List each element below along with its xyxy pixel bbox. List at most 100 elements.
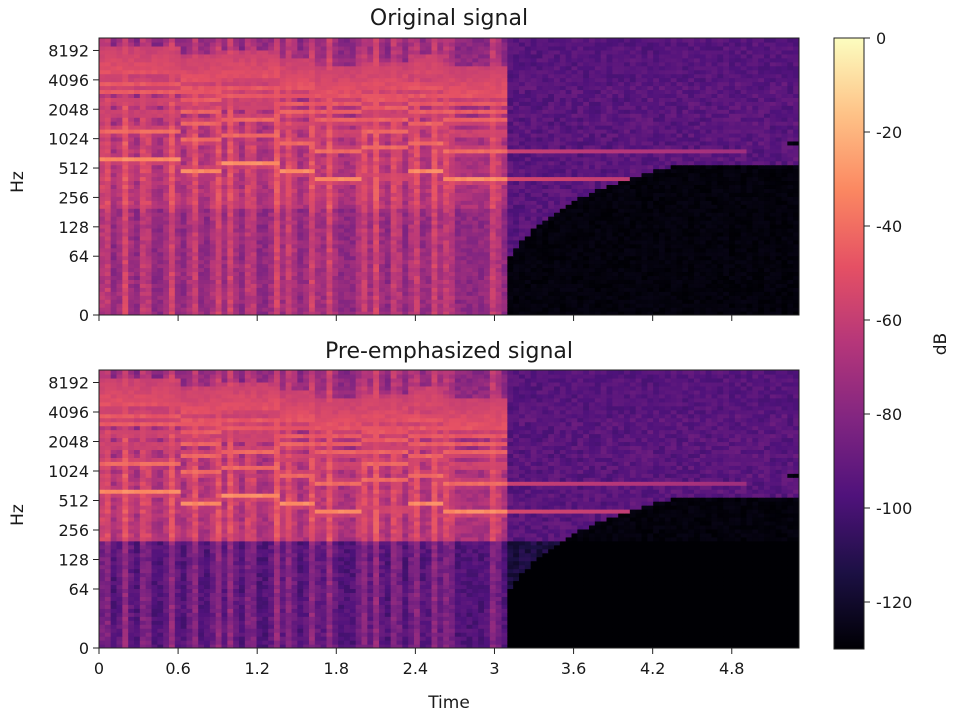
spectrogram-cell — [279, 223, 287, 229]
spectrogram-cell — [145, 152, 153, 158]
spectrogram-cell — [163, 148, 170, 154]
spectrogram-cell — [781, 239, 788, 245]
spectrogram-cell — [775, 192, 783, 197]
spectrogram-cell — [752, 184, 759, 189]
spectrogram-cell — [419, 255, 427, 261]
spectrogram-cell — [746, 239, 753, 245]
spectrogram-cell — [781, 267, 788, 273]
spectrogram-cell — [262, 287, 269, 292]
spectrogram-cell — [554, 196, 561, 201]
spectrogram-cell — [279, 156, 287, 162]
spectrogram-cell — [484, 267, 491, 273]
spectrogram-cell — [606, 279, 613, 284]
spectrogram-cell — [349, 303, 357, 308]
spectrogram-cell — [472, 307, 479, 312]
spectrogram-cell — [192, 287, 199, 292]
spectrogram-cell — [303, 239, 310, 245]
spectrogram-cell — [99, 283, 106, 288]
spectrogram-cell — [414, 152, 421, 158]
spectrogram-cell — [180, 279, 188, 284]
spectrogram-cell — [664, 212, 672, 217]
spectrogram-cell — [414, 275, 421, 280]
spectrogram-cell — [793, 216, 799, 221]
spectrogram-cell — [705, 259, 713, 265]
spectrogram-cell — [332, 180, 339, 186]
spectrogram-cell — [99, 223, 106, 229]
spectrogram-cell — [402, 204, 409, 209]
spectrogram-cell — [664, 243, 672, 249]
spectrogram-cell — [390, 287, 398, 292]
spectrogram-cell — [332, 243, 339, 249]
spectrogram-cell — [419, 168, 427, 174]
spectrogram-cell — [104, 259, 112, 265]
spectrogram-cell — [437, 188, 444, 193]
spectrogram-cell — [268, 255, 275, 261]
spectrogram-cell — [151, 311, 158, 315]
spectrogram-cell — [682, 176, 689, 182]
spectrogram-cell — [274, 200, 281, 205]
spectrogram-cell — [291, 152, 298, 158]
spectrogram-cell — [513, 291, 520, 296]
spectrogram-cell — [361, 231, 368, 237]
spectrogram-cell — [676, 235, 683, 241]
spectrogram-cell — [116, 259, 123, 265]
spectrogram-cell — [624, 164, 631, 170]
spectrogram-cell — [414, 287, 421, 292]
spectrogram-cell — [349, 255, 357, 261]
spectrogram-cell — [734, 231, 742, 237]
spectrogram-cell — [466, 299, 473, 304]
spectrogram-cell — [530, 160, 538, 166]
spectrogram-cell — [309, 223, 316, 229]
spectrogram-cell — [174, 164, 182, 170]
spectrogram-cell — [793, 239, 799, 245]
spectrogram-cell — [769, 184, 777, 189]
spectrogram-cell — [513, 180, 520, 186]
spectrogram-cell — [384, 152, 392, 158]
spectrogram-cell — [484, 307, 491, 312]
spectrogram-cell — [624, 283, 631, 288]
spectrogram-cell — [594, 299, 602, 304]
spectrogram-cell — [542, 255, 549, 261]
spectrogram-cell — [472, 156, 479, 162]
spectrogram-cell — [653, 307, 660, 312]
spectrogram-cell — [274, 231, 281, 237]
spectrogram-cell — [489, 275, 497, 280]
spectrogram-cell — [478, 212, 485, 217]
spectrogram-cell — [256, 307, 263, 312]
spectrogram-cell — [419, 287, 427, 292]
spectrogram-cell — [419, 176, 427, 182]
spectrogram-cell — [198, 287, 205, 292]
spectrogram-cell — [653, 180, 660, 186]
spectrogram-cell — [746, 299, 753, 304]
spectrogram-cell — [606, 251, 613, 257]
spectrogram-cell — [379, 220, 386, 225]
spectrogram-cell — [513, 192, 520, 197]
spectrogram-cell — [764, 291, 771, 296]
spectrogram-cell — [600, 208, 608, 213]
spectrogram-cell — [717, 307, 724, 312]
spectrogram-cell — [694, 231, 701, 237]
spectrogram-cell — [705, 152, 713, 158]
spectrogram-cell — [530, 148, 538, 154]
spectrogram-cell — [174, 148, 182, 154]
spectrogram-cell — [734, 295, 742, 300]
spectrogram-cell — [740, 259, 748, 265]
spectrogram-cell — [449, 279, 456, 284]
spectrogram-cell — [600, 255, 608, 261]
spectrogram-cell — [612, 275, 619, 280]
spectrogram-cell — [624, 156, 631, 162]
spectrogram-cell — [664, 271, 672, 277]
spectrogram-cell — [139, 164, 147, 170]
spectrogram-cell — [589, 216, 596, 221]
spectrogram-cell — [530, 295, 538, 300]
spectrogram-cell — [734, 287, 742, 292]
spectrogram-cell — [740, 208, 748, 213]
spectrogram-cell — [682, 271, 689, 277]
spectrogram-cell — [559, 263, 567, 269]
spectrogram-cell — [122, 287, 129, 292]
spectrogram-cell — [530, 180, 538, 186]
spectrogram-cell — [122, 263, 129, 269]
spectrogram-cell — [635, 287, 643, 292]
spectrogram-cell — [664, 188, 672, 193]
spectrogram-cell — [215, 267, 223, 273]
